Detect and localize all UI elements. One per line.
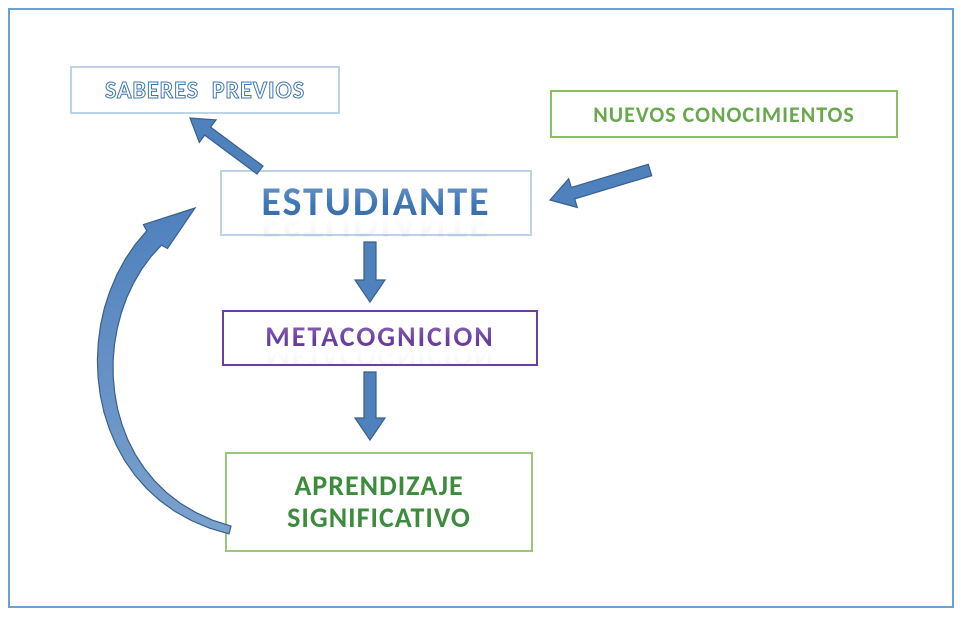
arrow bbox=[355, 372, 385, 440]
arrow bbox=[355, 242, 385, 302]
curved-return-arrow bbox=[97, 208, 231, 534]
diagram-frame: SABERES PREVIOS NUEVOS CONOCIMIENTOS EST… bbox=[8, 8, 954, 608]
arrow bbox=[190, 118, 263, 174]
arrows-layer bbox=[10, 10, 956, 610]
arrow bbox=[550, 164, 652, 207]
